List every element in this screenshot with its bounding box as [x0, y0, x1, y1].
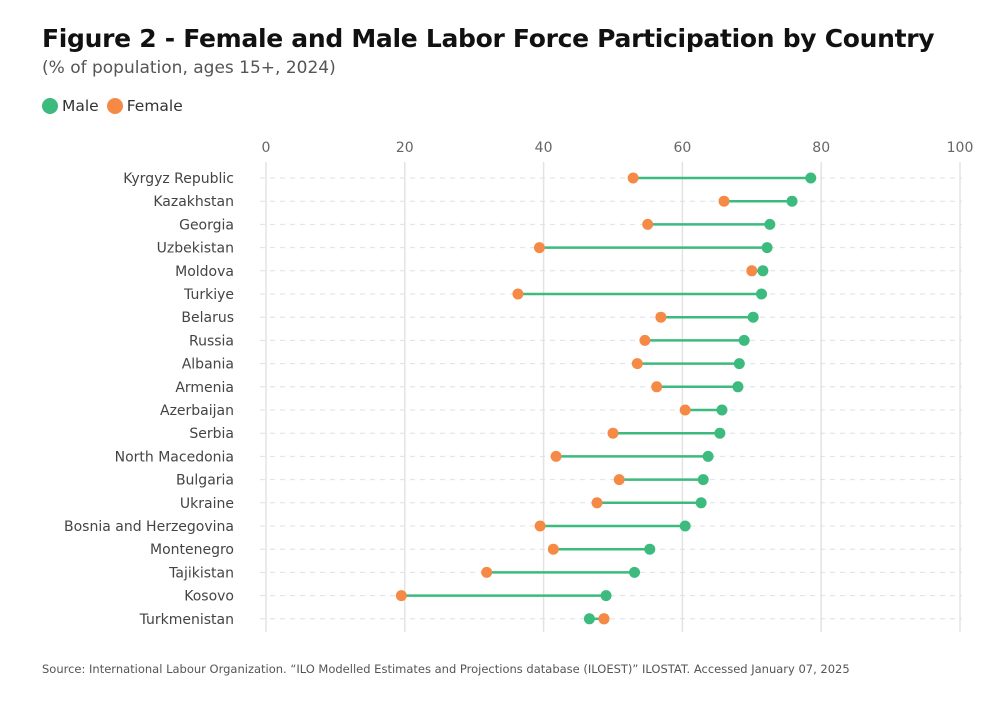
category-label: Ukraine — [180, 496, 234, 512]
chart-subtitle: (% of population, ages 15+, 2024) — [42, 58, 336, 78]
female-point — [746, 265, 758, 277]
source-note: Source: International Labour Organizatio… — [42, 662, 850, 676]
x-tick-label: 20 — [396, 140, 414, 156]
male-point — [695, 497, 707, 509]
chart-title: Figure 2 - Female and Male Labor Force P… — [42, 24, 935, 53]
legend-swatch-male — [42, 98, 58, 114]
female-point — [512, 288, 524, 300]
male-point — [679, 520, 691, 532]
female-point — [550, 450, 562, 462]
category-label: Armenia — [175, 380, 234, 396]
x-tick-label: 80 — [812, 140, 830, 156]
female-point — [639, 334, 651, 346]
male-point — [738, 334, 750, 346]
category-label: Montenegro — [150, 542, 234, 558]
female-point — [642, 218, 654, 230]
female-point — [655, 311, 667, 323]
category-label: Belarus — [181, 310, 234, 326]
legend-swatch-female — [106, 98, 123, 114]
female-point — [533, 242, 545, 254]
category-label: Bulgaria — [176, 473, 234, 489]
male-point — [600, 590, 612, 602]
x-tick-label: 100 — [947, 140, 974, 156]
male-point — [716, 404, 728, 416]
male-point — [761, 242, 773, 254]
legend-item-male: Male — [42, 97, 99, 115]
female-point — [613, 474, 625, 486]
male-point — [733, 358, 745, 370]
category-label: Tajikistan — [168, 565, 234, 581]
male-point — [786, 195, 798, 207]
male-point — [732, 381, 744, 393]
category-label: Azerbaijan — [160, 403, 234, 419]
female-point — [598, 613, 610, 625]
legend-label-male: Male — [62, 97, 99, 115]
male-point — [805, 172, 817, 184]
category-label: Serbia — [189, 426, 234, 442]
category-label: Uzbekistan — [157, 241, 234, 257]
category-label: Kazakhstan — [153, 194, 234, 210]
male-point — [697, 474, 709, 486]
male-point — [702, 450, 714, 462]
category-label: North Macedonia — [115, 449, 234, 465]
x-tick-label: 40 — [535, 140, 553, 156]
female-point — [627, 172, 639, 184]
category-label: Turkiye — [183, 287, 234, 303]
female-point — [547, 543, 559, 555]
category-label: Moldova — [175, 264, 234, 280]
category-label: Turkmenistan — [139, 612, 234, 628]
female-point — [607, 427, 619, 439]
male-point — [629, 566, 641, 578]
female-point — [395, 590, 407, 602]
male-point — [757, 265, 769, 277]
female-point — [591, 497, 603, 509]
female-point — [651, 381, 663, 393]
category-label: Russia — [189, 333, 234, 349]
female-point — [481, 566, 493, 578]
female-point — [679, 404, 691, 416]
x-tick-label: 60 — [673, 140, 691, 156]
legend-label-female: Female — [126, 97, 183, 115]
category-label: Kyrgyz Republic — [123, 171, 234, 187]
category-label: Kosovo — [184, 589, 234, 605]
category-label: Bosnia and Herzegovina — [64, 519, 234, 535]
female-point — [534, 520, 546, 532]
male-point — [644, 543, 656, 555]
female-point — [631, 358, 643, 370]
male-point — [583, 613, 595, 625]
male-point — [756, 288, 768, 300]
category-label: Albania — [182, 357, 234, 373]
male-point — [764, 218, 776, 230]
category-label: Georgia — [179, 217, 234, 233]
x-tick-label: 0 — [262, 140, 271, 156]
legend: Male Female — [42, 97, 191, 115]
legend-item-female: Female — [106, 97, 183, 115]
female-point — [718, 195, 730, 207]
male-point — [747, 311, 759, 323]
male-point — [714, 427, 726, 439]
